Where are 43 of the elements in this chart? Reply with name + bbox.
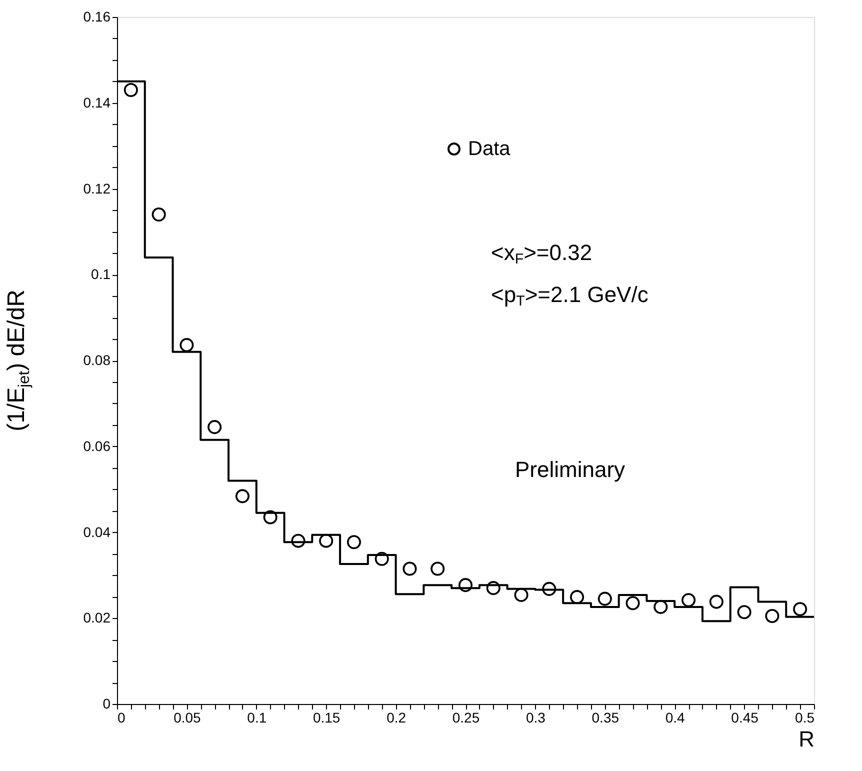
y-tick-label: 0.06 (83, 438, 111, 454)
y-tick-label: 0.1 (91, 266, 111, 282)
point (208, 420, 222, 434)
y-tick-label: 0 (102, 696, 111, 712)
point (737, 605, 752, 620)
point (598, 592, 612, 606)
point (124, 82, 138, 98)
point (654, 600, 668, 614)
point (430, 562, 445, 576)
point (626, 596, 640, 610)
x-tick-label: 0.45 (731, 710, 759, 726)
point (152, 208, 166, 222)
annotation: Preliminary (515, 457, 626, 482)
y-tick-label: 0.16 (83, 8, 111, 24)
y-tick-label: 0.02 (83, 610, 111, 626)
x-tick-label: 0.05 (174, 710, 202, 726)
point (682, 593, 696, 608)
y-tick-label: 0.08 (83, 352, 111, 368)
x-tick-label: 0 (118, 710, 126, 726)
x-axis-title: R (798, 726, 814, 752)
x-tick-label: 0.35 (592, 710, 620, 726)
point (514, 588, 528, 602)
point (570, 590, 584, 604)
x-tick-label: 0.5 (795, 710, 815, 726)
x-tick-label: 0.15 (312, 710, 340, 726)
y-tick-label: 0.04 (83, 524, 111, 540)
point (346, 535, 362, 550)
x-tick-label: 0.2 (386, 710, 406, 726)
x-tick-label: 0.3 (526, 710, 546, 726)
point (402, 562, 417, 576)
point (709, 594, 724, 609)
y-tick-label: 0.14 (83, 94, 111, 110)
x-tick-label: 0.25 (452, 710, 480, 726)
point (765, 608, 780, 623)
y-tick-label: 0.12 (83, 180, 111, 196)
point (793, 602, 808, 616)
y-axis-title: (1/Ejet) dE/dR (3, 290, 34, 432)
x-tick-label: 0.1 (247, 710, 267, 726)
point (235, 489, 250, 504)
point (180, 338, 194, 352)
x-tick-label: 0.4 (665, 710, 686, 726)
legend-label: Data (468, 138, 512, 160)
point (319, 534, 334, 548)
